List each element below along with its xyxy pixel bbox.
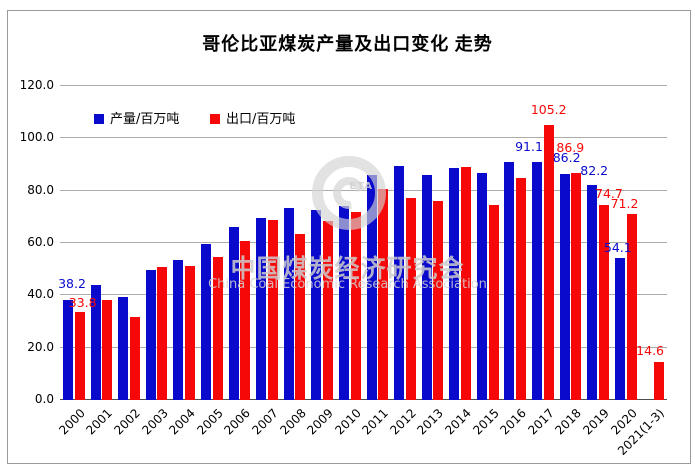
bar-production-2001 [90,285,101,400]
watermark-logo-ring-icon [326,170,372,216]
bar-production-2004 [173,259,184,400]
grid-line [60,85,667,86]
data-label-105.2: 105.2 [530,101,567,117]
bar-production-2019 [587,184,598,400]
bar-production-2013 [421,175,432,400]
bar-production-2005 [200,244,211,400]
data-label-82.2: 82.2 [580,162,609,178]
bar-export-2009 [323,221,334,400]
legend-label-export: 出口/百万吨 [226,112,296,127]
bar-production-2020 [614,258,625,400]
bar-production-2002 [118,296,129,400]
bar-export-2012 [405,197,416,400]
bar-production-2006 [228,227,239,400]
data-label-74.7: 74.7 [595,185,623,201]
watermark-logo-icon: ETA [312,156,386,230]
bar-export-2016 [516,178,527,400]
bar-export-2002 [129,316,140,400]
bar-export-2004 [185,266,196,400]
y-axis-label: 60.0 [27,235,54,249]
x-axis-line [60,399,667,400]
y-axis-label: 100.0 [19,130,54,145]
grid-line [60,294,667,296]
grid-line [60,346,667,348]
y-axis-label: 20.0 [27,339,54,354]
bar-production-2009 [311,210,322,400]
y-axis-label: 80.0 [27,182,54,197]
data-label-86.2: 86.2 [552,150,581,166]
bar-production-2007 [256,218,267,400]
bar-production-2017 [532,161,543,400]
bar-production-2016 [504,162,515,400]
chart-title: 哥伦比亚煤炭产量及出口变化 走势 [202,34,493,54]
data-label-14.6: 14.6 [636,342,665,358]
data-label-86.9: 86.9 [556,139,585,155]
bar-export-2013 [433,200,444,400]
data-label-38.2: 38.2 [58,276,86,292]
bar-export-2017 [543,124,554,400]
grid-line [60,137,667,139]
bar-export-2010 [350,212,361,400]
bar-export-2021(1-3) [654,361,665,400]
bar-export-2003 [157,267,168,400]
legend-label-production: 产量/百万吨 [110,112,180,127]
bar-production-2000 [63,300,73,400]
bar-export-2005 [212,257,223,400]
watermark-logo-text: ETA [349,181,373,192]
bar-export-2020 [626,213,637,400]
bar-production-2010 [338,206,349,400]
grid-line [60,242,667,243]
export-swatch-icon [210,114,220,124]
bar-export-2001 [102,299,113,400]
data-label-71.2: 71.2 [610,195,639,211]
bar-production-2015 [476,173,487,400]
data-label-91.1: 91.1 [515,138,543,154]
bar-export-2014 [460,166,471,400]
bar-production-2011 [366,174,377,400]
y-axis-label: 40.0 [27,287,54,302]
legend-item-export: 出口/百万吨 [210,108,296,127]
bar-export-2008 [295,233,306,400]
y-axis-label: 120.0 [19,78,54,92]
bar-export-2015 [488,205,499,400]
bar-production-2014 [449,167,460,400]
watermark-text-en: China Coal Economic Research Association [208,277,487,292]
data-label-54.1: 54.1 [603,240,632,256]
bar-export-2011 [378,188,389,400]
data-label-33.8: 33.8 [68,294,97,310]
plot-area: 38.2 33.8 91.1 105.2 86.2 86.9 82.2 74.7 54.1 71.… [58,85,667,400]
production-swatch-icon [94,114,104,124]
bar-export-2007 [267,219,278,400]
watermark-text-cn: 中国煤炭经济研究会 [230,254,465,283]
legend-item-production: 产量/百万吨 [94,108,180,127]
bar-export-2018 [571,172,582,400]
bar-production-2008 [283,207,294,400]
bar-production-2012 [394,166,405,400]
bar-production-2003 [145,270,156,400]
bar-export-2000 [74,311,85,400]
bar-production-2018 [559,174,570,400]
bar-export-2006 [240,240,251,400]
bar-export-2019 [598,204,609,400]
y-axis-label: 0.0 [34,392,54,406]
